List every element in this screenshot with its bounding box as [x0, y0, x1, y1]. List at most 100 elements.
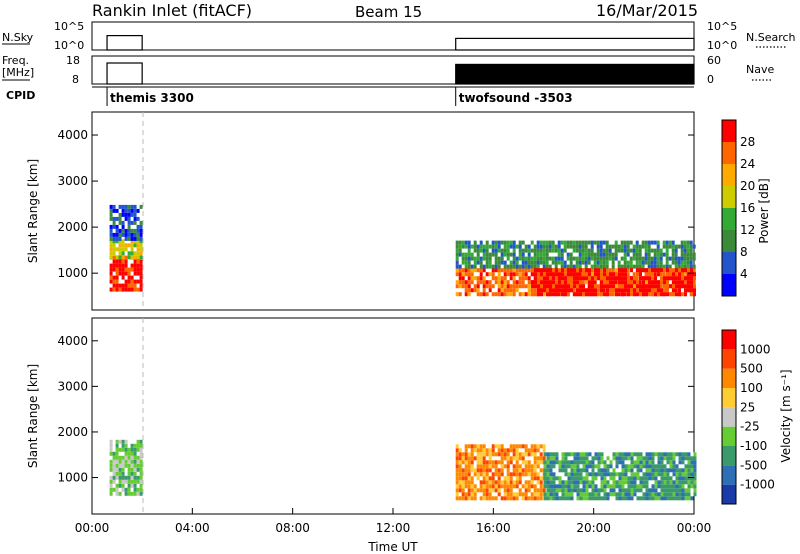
heat-cell	[663, 268, 666, 273]
heat-cell	[582, 284, 585, 289]
heat-cell	[133, 443, 137, 448]
heat-cell	[563, 260, 567, 265]
heat-cell	[692, 244, 696, 249]
heat-cell	[121, 239, 125, 244]
colorbar-tick-label: 16	[740, 201, 755, 215]
heat-cell	[118, 483, 122, 488]
heat-cell	[494, 240, 498, 245]
heat-cell	[635, 256, 639, 261]
heat-cell	[672, 472, 676, 477]
heat-cell	[576, 476, 580, 481]
heat-cell	[548, 256, 552, 261]
heat-cell	[539, 248, 543, 253]
heat-cell	[647, 260, 651, 265]
heat-cell	[479, 456, 483, 461]
heat-cell	[515, 284, 519, 289]
heat-cell	[467, 496, 471, 501]
heat-cell	[660, 280, 663, 285]
heat-cell	[660, 468, 664, 473]
heat-cell	[491, 268, 495, 273]
heat-cell	[112, 259, 116, 264]
heat-cell	[645, 284, 648, 289]
heat-cell	[130, 236, 134, 241]
heat-cell	[549, 476, 553, 481]
heat-cell	[554, 256, 558, 261]
heat-cell	[121, 220, 125, 225]
heat-cell	[627, 288, 630, 293]
heat-cell	[693, 468, 697, 473]
heat-cell	[548, 248, 552, 253]
heat-cell	[560, 252, 564, 257]
heat-cell	[564, 468, 568, 473]
heat-cell	[124, 267, 128, 272]
heat-cell	[569, 256, 573, 261]
heat-cell	[482, 284, 486, 289]
heat-cell	[558, 272, 561, 277]
heat-cell	[635, 276, 639, 281]
heat-cell	[115, 463, 119, 468]
heat-cell	[666, 480, 670, 485]
heat-cell	[500, 484, 504, 489]
heat-cell	[136, 287, 140, 292]
heat-cell	[648, 284, 651, 289]
heat-cell	[639, 484, 643, 489]
heat-cell	[115, 283, 119, 288]
heat-cell	[594, 452, 598, 457]
heat-cell	[672, 484, 676, 489]
heat-cell	[588, 276, 591, 281]
heat-cell	[461, 456, 465, 461]
heat-cell	[491, 484, 495, 489]
heat-cell	[633, 480, 637, 485]
heat-cell	[485, 264, 489, 269]
heat-cell	[118, 467, 122, 472]
heat-cell	[636, 484, 640, 489]
heat-cell	[564, 460, 568, 465]
heat-cell	[133, 232, 137, 237]
colorbar-tick-label: 20	[740, 179, 755, 193]
heat-cell	[458, 456, 462, 461]
heat-cell	[124, 463, 128, 468]
heat-cell	[638, 256, 642, 261]
heat-cell	[567, 452, 571, 457]
heat-cell	[606, 480, 610, 485]
heat-cell	[515, 468, 519, 473]
heat-cell	[570, 464, 574, 469]
heat-cell	[687, 268, 690, 273]
heat-cell	[139, 263, 143, 268]
heat-cell	[548, 264, 552, 269]
heat-cell	[115, 287, 119, 292]
heat-cell	[639, 292, 642, 297]
heat-cell	[461, 280, 465, 285]
heat-cell	[627, 276, 630, 281]
heat-cell	[570, 480, 574, 485]
heat-cell	[552, 480, 556, 485]
heat-cell	[609, 488, 613, 493]
heat-cell	[476, 284, 480, 289]
heat-cell	[671, 256, 675, 261]
heat-cell	[500, 240, 504, 245]
heat-cell	[683, 264, 687, 269]
heat-cell	[542, 456, 546, 461]
heat-cell	[591, 468, 595, 473]
heat-cell	[130, 479, 134, 484]
heat-cell	[557, 244, 561, 249]
heat-cell	[479, 468, 483, 473]
heat-cell	[656, 264, 660, 269]
heat-cell	[669, 452, 673, 457]
heat-cell	[606, 292, 609, 297]
heat-cell	[681, 476, 685, 481]
heat-cell	[139, 487, 143, 492]
heat-cell	[672, 496, 676, 501]
heat-cell	[666, 492, 670, 497]
heat-cell	[521, 496, 525, 501]
heat-cell	[570, 472, 574, 477]
heat-cell	[476, 476, 480, 481]
heat-cell	[638, 264, 642, 269]
heat-cell	[518, 280, 522, 285]
heat-cell	[109, 279, 113, 284]
heat-cell	[558, 280, 561, 285]
heat-cell	[536, 444, 540, 449]
heat-cell	[467, 268, 471, 273]
heat-cell	[464, 264, 468, 269]
heat-cell	[626, 252, 630, 257]
